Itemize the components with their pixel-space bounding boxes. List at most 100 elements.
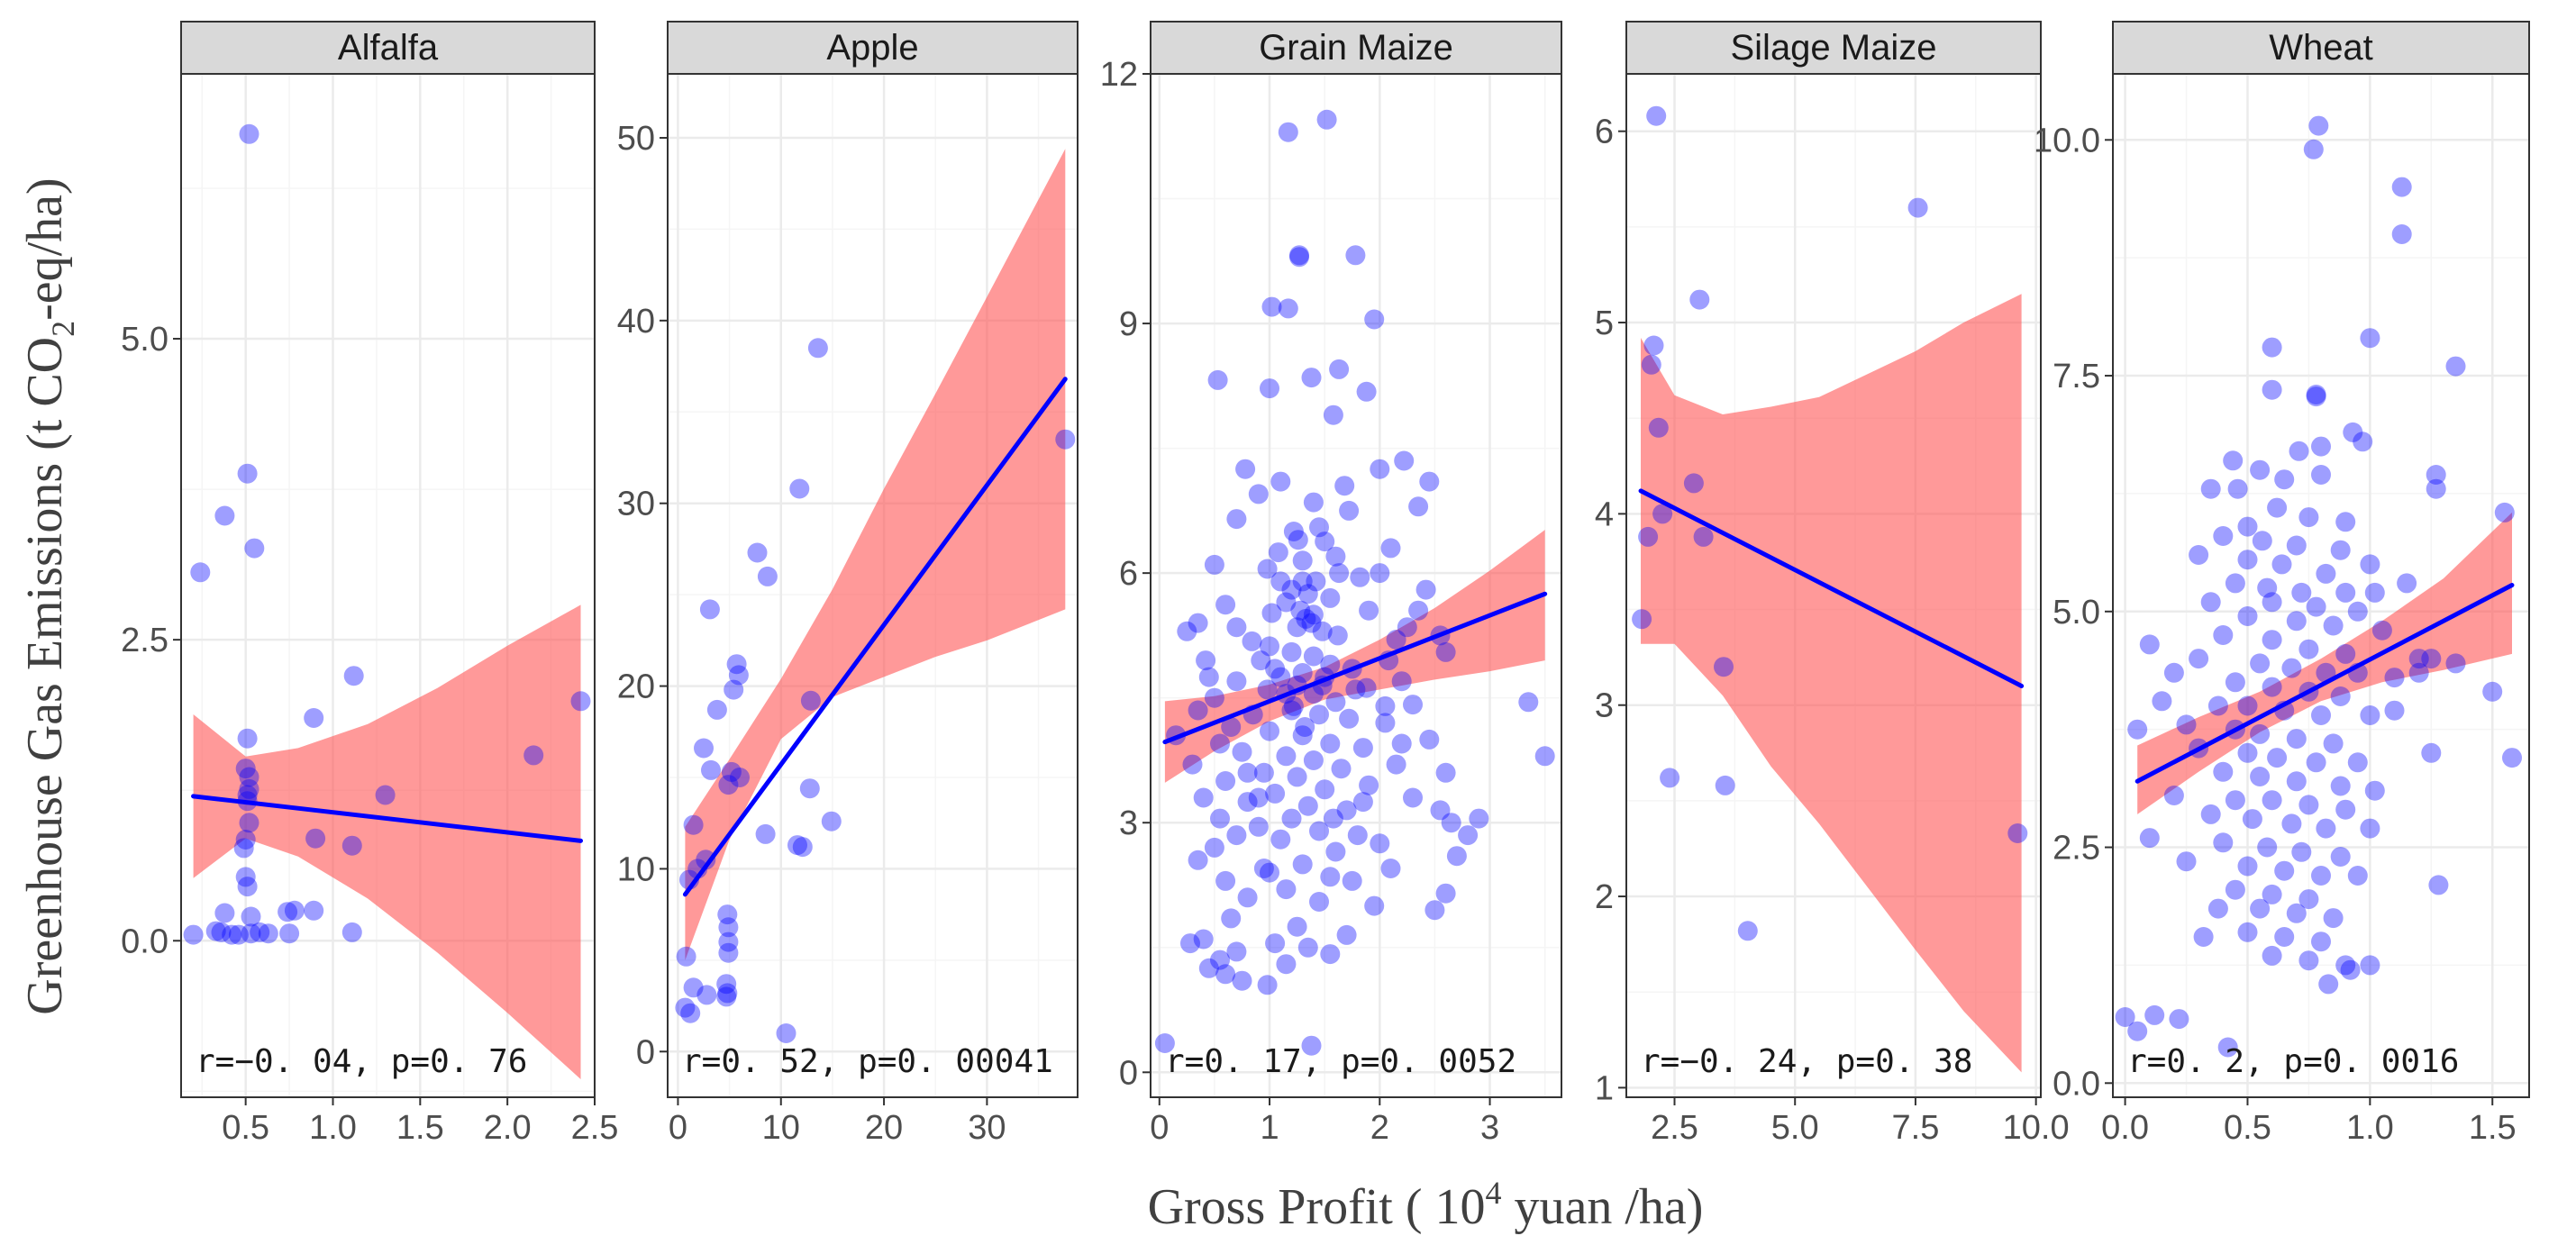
data-point bbox=[1232, 741, 1252, 762]
data-point bbox=[2242, 809, 2262, 830]
data-point bbox=[1287, 617, 1307, 638]
data-point bbox=[2316, 818, 2336, 839]
data-point bbox=[2306, 752, 2326, 773]
data-point bbox=[2286, 903, 2307, 923]
data-point bbox=[1638, 526, 1659, 547]
data-point bbox=[1350, 567, 1370, 587]
data-point bbox=[2176, 851, 2197, 872]
data-point bbox=[2207, 695, 2228, 716]
data-point bbox=[2311, 931, 2331, 952]
data-point bbox=[228, 924, 249, 945]
data-point bbox=[2176, 714, 2197, 735]
data-point bbox=[2308, 115, 2329, 136]
x-tick-label: 2 bbox=[1370, 1109, 1389, 1147]
data-point bbox=[1469, 808, 1489, 829]
data-point bbox=[1154, 1033, 1175, 1053]
data-point bbox=[2311, 436, 2331, 457]
data-point bbox=[1714, 657, 1734, 677]
data-point bbox=[1292, 854, 1313, 875]
facet-strip-label: Silage Maize bbox=[1730, 28, 1936, 68]
data-point bbox=[2347, 752, 2368, 773]
data-point bbox=[2384, 668, 2405, 688]
data-point bbox=[279, 923, 300, 944]
x-tick-label: 2.5 bbox=[1651, 1109, 1698, 1147]
data-point bbox=[2421, 742, 2442, 763]
data-point bbox=[2397, 573, 2417, 594]
data-point bbox=[718, 775, 739, 795]
data-point bbox=[1232, 970, 1252, 991]
data-point bbox=[717, 904, 738, 925]
data-point bbox=[1226, 617, 1247, 638]
data-point bbox=[1257, 559, 1278, 579]
data-point bbox=[1296, 608, 1316, 629]
data-point bbox=[1435, 762, 1456, 783]
data-point bbox=[2298, 889, 2319, 910]
data-point bbox=[1289, 245, 1309, 266]
data-point bbox=[1303, 750, 1324, 770]
data-point bbox=[2318, 974, 2339, 995]
data-point bbox=[2323, 908, 2344, 929]
data-point bbox=[716, 986, 737, 1007]
data-point bbox=[1347, 825, 1368, 846]
data-point bbox=[1309, 517, 1329, 538]
data-point bbox=[2267, 497, 2288, 518]
data-point bbox=[2347, 601, 2368, 622]
data-point bbox=[1316, 109, 1337, 130]
data-point bbox=[1198, 958, 1219, 978]
data-point bbox=[1283, 695, 1304, 716]
facet-strip-label: Grain Maize bbox=[1259, 28, 1453, 68]
data-point bbox=[2335, 799, 2356, 820]
data-point bbox=[1281, 808, 1302, 829]
data-point bbox=[1320, 867, 1341, 887]
data-point bbox=[1320, 733, 1341, 754]
data-point bbox=[718, 931, 739, 952]
data-point bbox=[1441, 813, 1461, 833]
plot-data bbox=[2115, 115, 2522, 1058]
data-point bbox=[241, 906, 261, 927]
data-point bbox=[1315, 532, 1335, 552]
data-point bbox=[1251, 650, 1271, 671]
data-point bbox=[2163, 786, 2184, 805]
data-point bbox=[2408, 662, 2429, 683]
y-tick-label: 30 bbox=[617, 486, 655, 523]
data-point bbox=[1301, 1035, 1322, 1056]
data-point bbox=[235, 867, 256, 887]
data-point bbox=[696, 985, 717, 1005]
data-point bbox=[1292, 663, 1313, 683]
data-point bbox=[1248, 816, 1269, 837]
data-point bbox=[1265, 659, 1286, 679]
data-point bbox=[1325, 841, 1346, 862]
data-point bbox=[2271, 554, 2292, 575]
data-point bbox=[1188, 700, 1208, 721]
data-point bbox=[2360, 554, 2380, 575]
data-point bbox=[1534, 746, 1555, 767]
data-point bbox=[1375, 713, 1396, 733]
data-point bbox=[1226, 941, 1247, 962]
confidence-band bbox=[1164, 530, 1545, 783]
x-tick-label: 0.5 bbox=[2224, 1109, 2271, 1147]
data-point bbox=[1253, 762, 1274, 783]
data-point bbox=[726, 654, 747, 675]
data-point bbox=[1306, 571, 1326, 592]
data-point bbox=[258, 923, 278, 944]
y-tick-label: 6 bbox=[1595, 114, 1614, 151]
data-point bbox=[1180, 933, 1200, 954]
data-point bbox=[2144, 1004, 2165, 1025]
data-point bbox=[1276, 592, 1297, 613]
data-point bbox=[1248, 484, 1269, 504]
data-point bbox=[1278, 122, 1298, 142]
data-point bbox=[284, 900, 305, 921]
data-point bbox=[1207, 369, 1228, 390]
data-point bbox=[1204, 554, 1224, 575]
data-point bbox=[1329, 359, 1350, 379]
facet-strip-label: Apple bbox=[826, 28, 918, 68]
y-tick-label: 10 bbox=[617, 850, 655, 888]
y-tick-label: 9 bbox=[1119, 305, 1138, 343]
data-point bbox=[1359, 775, 1379, 795]
data-point bbox=[1518, 692, 1539, 713]
data-point bbox=[1237, 762, 1258, 783]
data-point bbox=[2298, 639, 2319, 659]
plot-data bbox=[1632, 105, 2028, 1073]
x-tick-label: 1.0 bbox=[309, 1109, 357, 1147]
data-point bbox=[2127, 719, 2148, 740]
